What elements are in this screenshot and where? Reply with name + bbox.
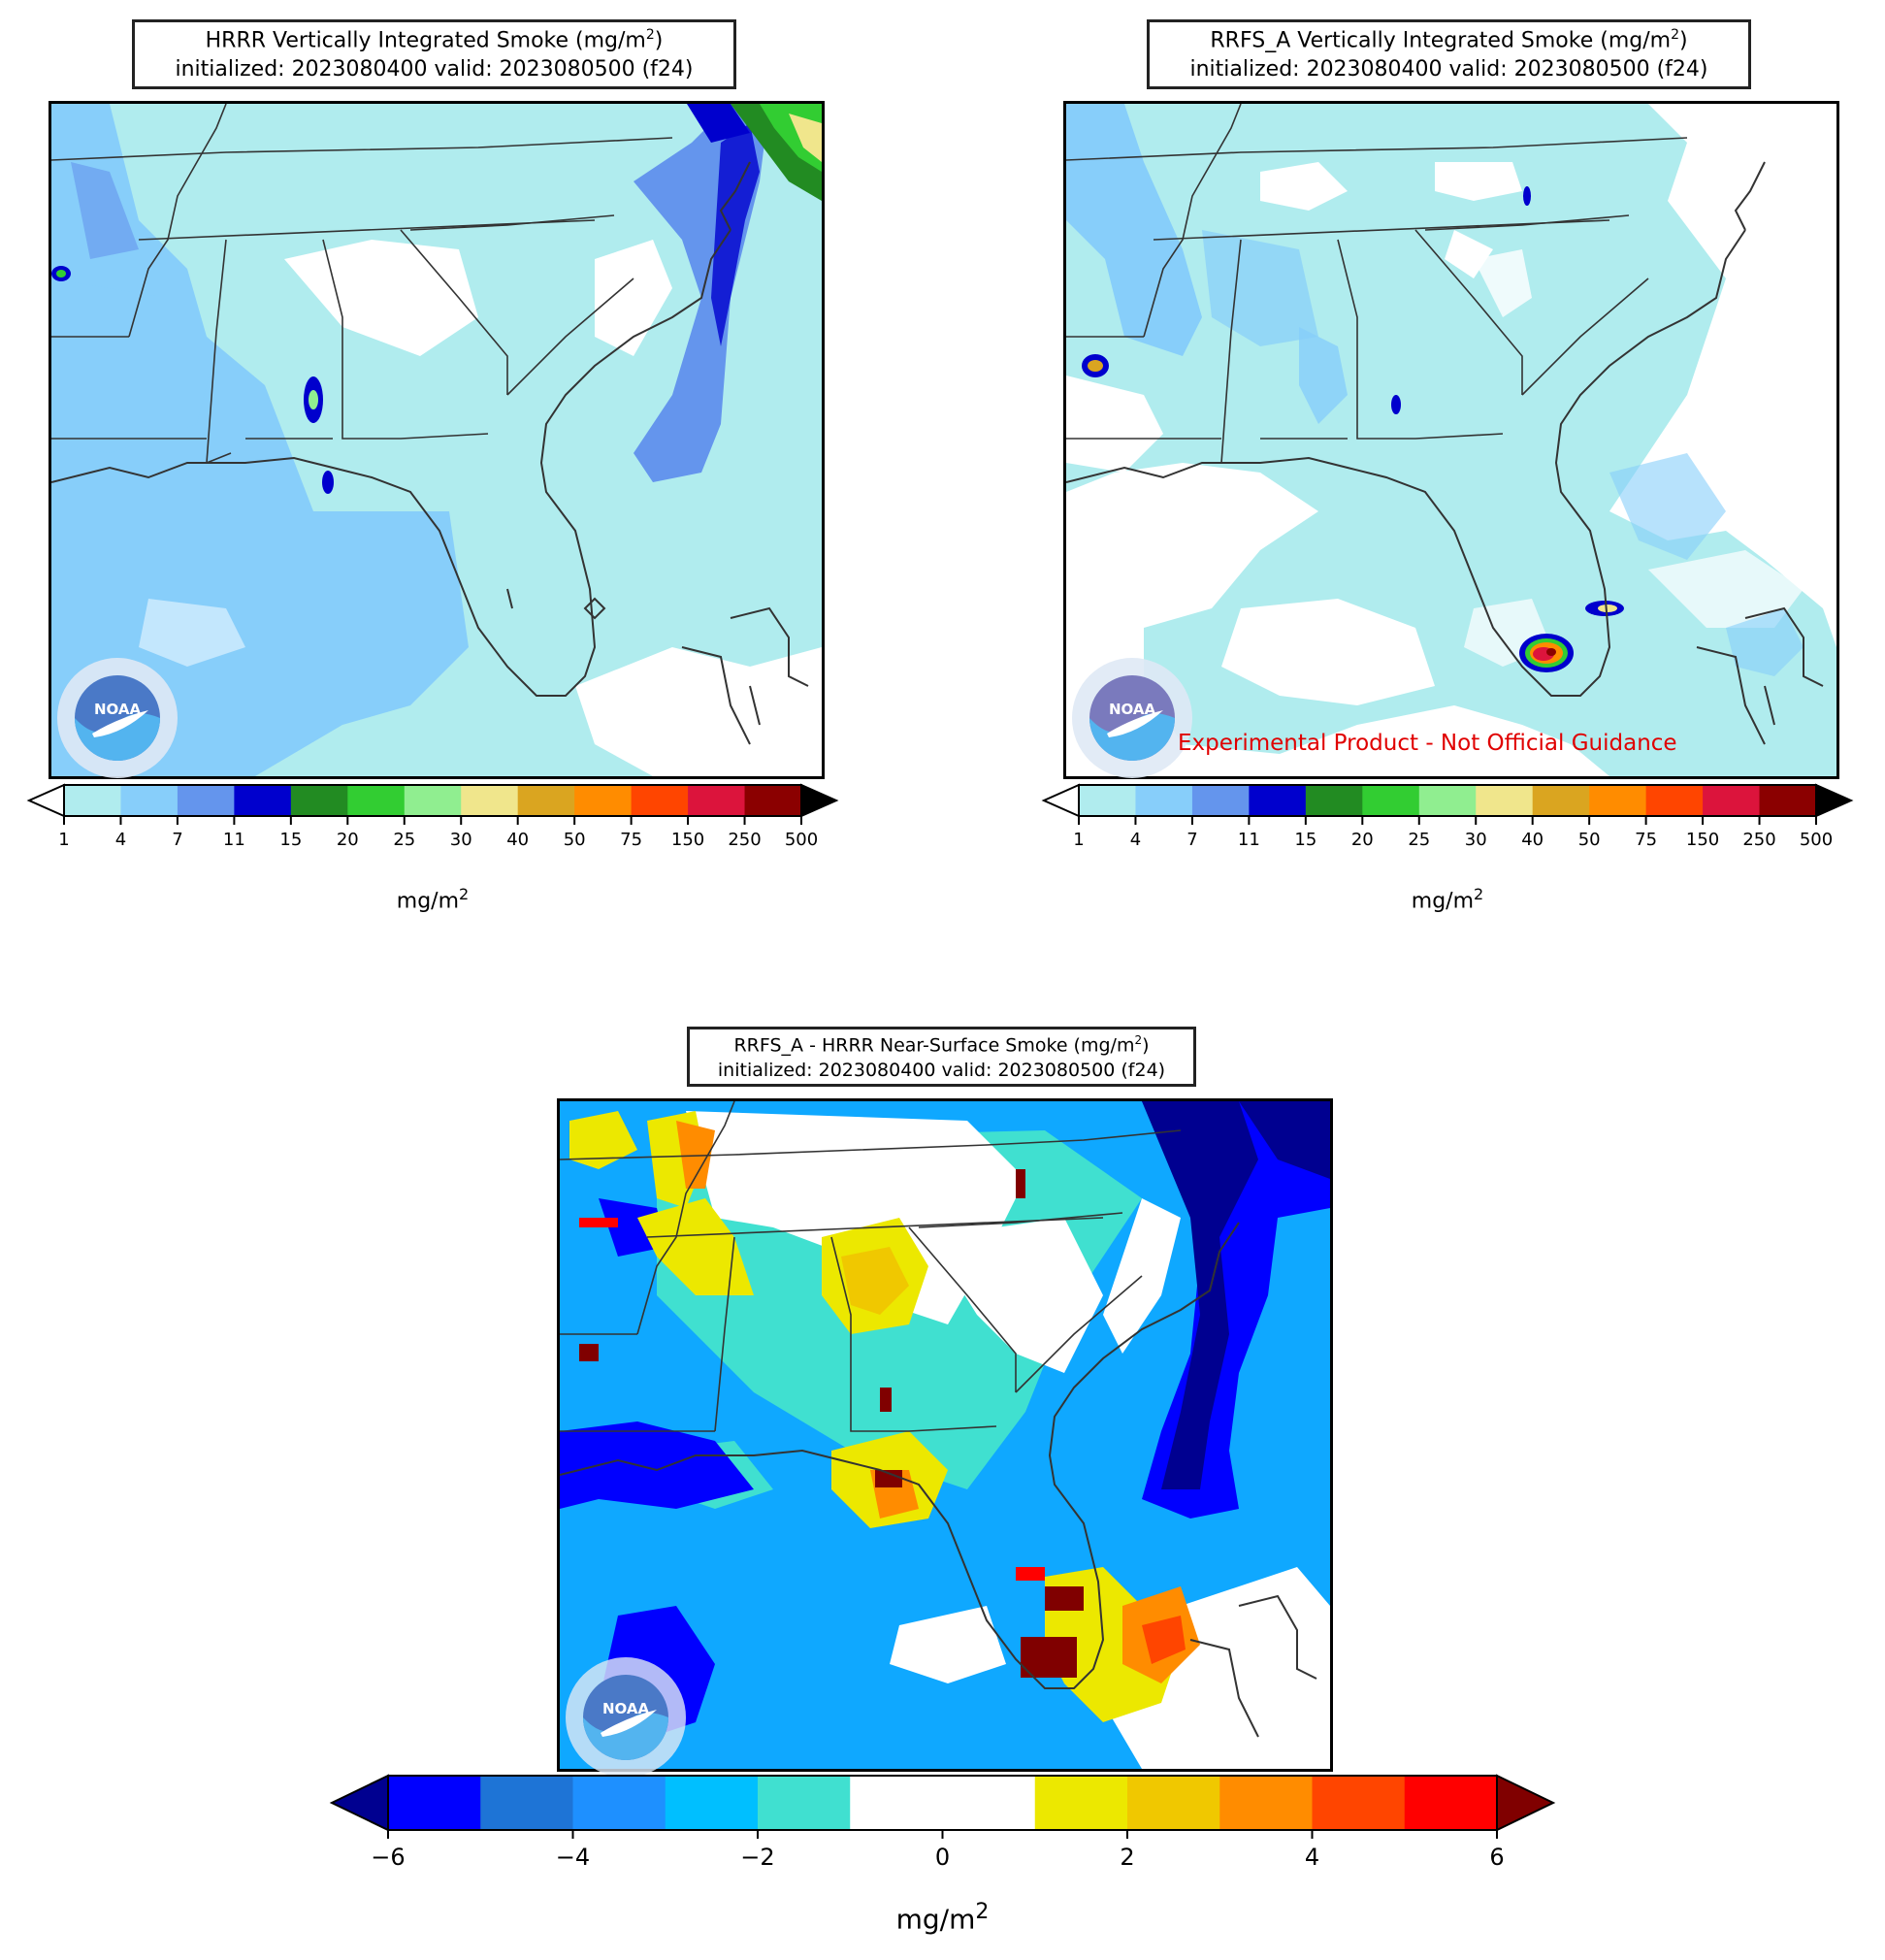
rrfs-map [1063,101,1839,779]
colorbar-segment [64,785,121,816]
colorbar-tick-label: 75 [620,830,643,850]
colorbar-tick-label: 150 [670,830,705,850]
colorbar-tick-label: 7 [1186,830,1198,850]
colorbar-tick-label: 0 [934,1844,951,1871]
colorbar-segment [388,1776,481,1830]
noaa-logo: NOAA [1070,656,1194,780]
colorbar-tick-label: −6 [371,1844,406,1871]
diff-map [557,1098,1333,1772]
colorbar-segment [1589,785,1647,816]
colorbar-tick-label: 250 [728,830,762,850]
colorbar-segment [1362,785,1420,816]
colorbar-segment [177,785,235,816]
colorbar-segment [290,785,348,816]
colorbar-tick-label: 11 [1237,830,1260,850]
colorbar-tick-label: 2 [1120,1844,1135,1871]
colorbar-segment [1476,785,1534,816]
noaa-logo: NOAA [55,656,179,780]
colorbar-tick-label: −4 [555,1844,591,1871]
colorbar-segment [1127,1776,1220,1830]
colorbar-tick-label: 1 [1073,830,1085,850]
colorbar-segment [631,785,689,816]
colorbar-tick-label: 30 [449,830,472,850]
colorbar-segment [1645,785,1704,816]
colorbar-under-triangle [1041,783,1080,818]
colorbar-tick-label: 4 [114,830,127,850]
colorbar-unit-label: mg/m2 [895,1900,990,1936]
colorbar-segment [744,785,802,816]
colorbar-tick-label: 6 [1489,1844,1505,1871]
colorbar-segment [480,1776,573,1830]
colorbar-tick-label: 50 [563,830,586,850]
colorbar-segment [1532,785,1590,816]
colorbar-tick-label: 250 [1742,830,1776,850]
hrrr-map [49,101,825,779]
colorbar-tick-label: 20 [1350,830,1374,850]
colorbar-unit-label: mg/m2 [396,885,470,914]
hrrr-title: HRRR Vertically Integrated Smoke (mg/m2)… [132,19,736,89]
colorbar-segment [574,785,633,816]
colorbar-unit-label: mg/m2 [1411,885,1484,914]
colorbar-segment [1404,1776,1498,1830]
colorbar-segment [1135,785,1193,816]
colorbar-tick-label: 25 [1408,830,1431,850]
colorbar-under-triangle [26,783,65,818]
colorbar-tick-label: 40 [506,830,530,850]
colorbar-tick-label: 15 [279,830,303,850]
colorbar-tick-label: 7 [172,830,183,850]
colorbar-tick-label: 500 [1799,830,1834,850]
colorbar-over-triangle [800,783,839,818]
colorbar-segment [347,785,406,816]
noaa-logo: NOAA [564,1655,688,1780]
logo-text: NOAA [94,701,142,718]
colorbar-segment [850,1776,943,1830]
colorbar-segment [688,785,746,816]
colorbar-tick-label: 500 [784,830,819,850]
colorbar-tick-label: 15 [1294,830,1317,850]
colorbar-segment [1034,1776,1128,1830]
colorbar-segment [1312,1776,1406,1830]
colorbar-tick-label: 50 [1577,830,1601,850]
colorbar-over-triangle [1496,1774,1556,1832]
colorbar-segment [1219,1776,1313,1830]
colorbar-segment [1305,785,1363,816]
colorbar-svg [26,783,839,825]
logo-text: NOAA [1109,701,1156,718]
colorbar-tick-label: 4 [1129,830,1142,850]
colorbar-tick-label: 75 [1635,830,1658,850]
colorbar-segment [120,785,179,816]
diff-title: RRFS_A - HRRR Near-Surface Smoke (mg/m2)… [687,1027,1196,1087]
colorbar-svg [1041,783,1854,825]
colorbar-tick-label: 11 [222,830,245,850]
colorbar-tick-label: 30 [1464,830,1487,850]
colorbar-tick-label: 40 [1521,830,1544,850]
colorbar-under-triangle [329,1774,389,1832]
logo-text: NOAA [602,1700,650,1717]
rrfs-title: RRFS_A Vertically Integrated Smoke (mg/m… [1147,19,1751,89]
colorbar-tick-label: 25 [393,830,416,850]
colorbar-segment [1418,785,1477,816]
colorbar-segment [942,1776,1036,1830]
colorbar-tick-label: −2 [740,1844,775,1871]
colorbar-segment [1079,785,1136,816]
colorbar-segment [1191,785,1250,816]
colorbar-segment [517,785,575,816]
colorbar-svg [329,1774,1556,1839]
colorbar-tick-label: 150 [1685,830,1720,850]
colorbar-tick-label: 4 [1304,1844,1320,1871]
colorbar-segment [404,785,462,816]
colorbar-segment [1249,785,1307,816]
colorbar-segment [1703,785,1761,816]
colorbar-segment [461,785,519,816]
colorbar-segment [665,1776,759,1830]
colorbar-tick-label: 1 [58,830,70,850]
colorbar-segment [234,785,292,816]
colorbar-segment [1759,785,1817,816]
colorbar-tick-label: 20 [336,830,359,850]
colorbar-segment [572,1776,666,1830]
colorbar-over-triangle [1815,783,1854,818]
experimental-disclaimer: Experimental Product - Not Official Guid… [1178,731,1677,756]
colorbar-segment [758,1776,851,1830]
